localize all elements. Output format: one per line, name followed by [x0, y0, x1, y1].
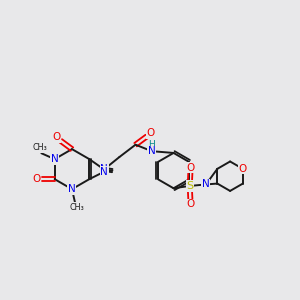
Text: N: N: [202, 179, 210, 190]
Text: CH₃: CH₃: [32, 143, 47, 152]
Text: O: O: [52, 132, 61, 142]
Text: O: O: [186, 199, 194, 209]
Text: N: N: [68, 184, 76, 194]
Text: O: O: [146, 128, 154, 138]
Text: S: S: [186, 181, 193, 191]
Text: N: N: [148, 146, 156, 156]
Text: N: N: [51, 154, 58, 164]
Text: O: O: [32, 174, 40, 184]
Text: N: N: [100, 167, 108, 177]
Text: CH₃: CH₃: [69, 203, 84, 212]
Text: N: N: [100, 164, 108, 174]
Text: H: H: [148, 140, 154, 149]
Text: O: O: [186, 163, 194, 173]
Text: O: O: [239, 164, 247, 174]
